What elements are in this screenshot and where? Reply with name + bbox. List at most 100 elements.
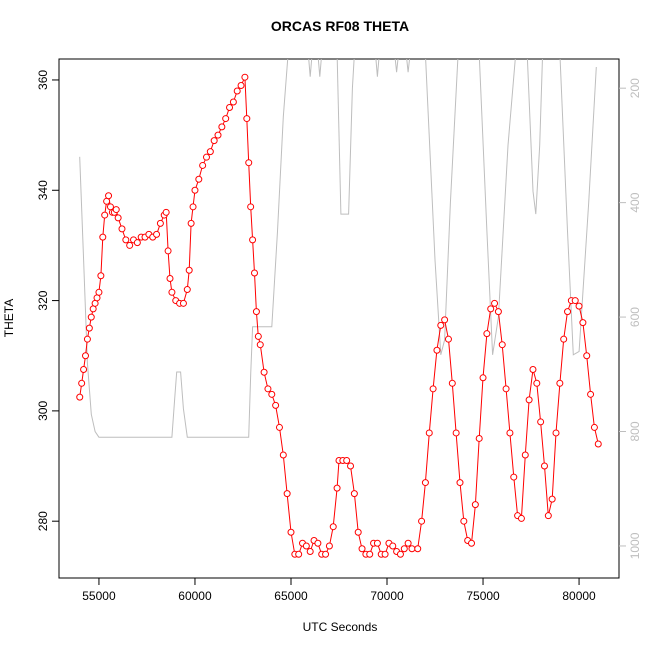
data-point xyxy=(237,81,245,89)
chart-title: ORCAS RF08 THETA xyxy=(271,18,409,34)
data-point xyxy=(448,379,456,387)
data-point xyxy=(408,545,416,553)
data-point xyxy=(275,423,283,431)
data-point xyxy=(525,396,533,404)
data-point xyxy=(76,393,84,401)
y-axis-label: THETA xyxy=(2,299,16,337)
data-point xyxy=(358,545,366,553)
data-point xyxy=(249,236,257,244)
data-point xyxy=(437,321,445,329)
data-point xyxy=(214,131,222,139)
data-point xyxy=(537,418,545,426)
data-point xyxy=(517,514,525,522)
data-point xyxy=(468,539,476,547)
y2-tick-label: 200 xyxy=(628,78,642,98)
data-point xyxy=(164,247,172,255)
data-point xyxy=(583,352,591,360)
data-point xyxy=(97,272,105,280)
x-tick-label: 80000 xyxy=(562,589,596,603)
data-point xyxy=(429,385,437,393)
data-point xyxy=(260,368,268,376)
data-point xyxy=(366,550,374,558)
data-point xyxy=(210,137,218,145)
data-point xyxy=(456,479,464,487)
data-point xyxy=(556,379,564,387)
data-point xyxy=(85,324,93,332)
y2-tick-label: 1000 xyxy=(628,532,642,559)
plot-frame xyxy=(58,58,620,579)
data-point xyxy=(544,512,552,520)
data-point xyxy=(571,297,579,305)
data-point xyxy=(287,528,295,536)
data-point xyxy=(168,288,176,296)
data-point xyxy=(354,528,362,536)
data-point xyxy=(162,208,170,216)
data-point xyxy=(498,341,506,349)
data-point xyxy=(590,423,598,431)
data-point xyxy=(272,401,280,409)
data-point xyxy=(587,390,595,398)
y-tick-label: 340 xyxy=(36,180,50,200)
data-point xyxy=(95,288,103,296)
data-point xyxy=(433,346,441,354)
data-point xyxy=(594,440,602,448)
data-point xyxy=(202,153,210,161)
data-point xyxy=(78,379,86,387)
x-tick-label: 55000 xyxy=(82,589,116,603)
y2-tick-label: 800 xyxy=(628,421,642,441)
data-point xyxy=(99,233,107,241)
data-point xyxy=(322,550,330,558)
data-point xyxy=(421,479,429,487)
x-tick-label: 70000 xyxy=(370,589,404,603)
y2-tick-label: 600 xyxy=(628,307,642,327)
data-point xyxy=(218,123,226,131)
data-point xyxy=(400,545,408,553)
data-point xyxy=(199,161,207,169)
data-point xyxy=(475,434,483,442)
y2-tick-label: 400 xyxy=(628,192,642,212)
x-tick-label: 60000 xyxy=(178,589,212,603)
data-point xyxy=(502,385,510,393)
data-point xyxy=(241,73,249,81)
data-point xyxy=(252,308,260,316)
data-point xyxy=(156,219,164,227)
data-point xyxy=(229,98,237,106)
data-point xyxy=(82,352,90,360)
data-point xyxy=(350,490,358,498)
data-point xyxy=(133,239,141,247)
data-point xyxy=(251,269,259,277)
data-point xyxy=(206,148,214,156)
y-tick-label: 320 xyxy=(36,290,50,310)
data-point xyxy=(381,550,389,558)
data-point xyxy=(179,299,187,307)
data-point xyxy=(122,236,130,244)
data-point xyxy=(247,203,255,211)
data-point xyxy=(540,462,548,470)
data-point xyxy=(333,484,341,492)
data-point xyxy=(245,159,253,167)
data-point xyxy=(279,451,287,459)
data-point xyxy=(243,115,251,123)
pressure-line xyxy=(79,59,597,438)
data-point xyxy=(226,104,234,112)
data-point xyxy=(183,286,191,294)
data-point xyxy=(302,542,310,550)
data-point xyxy=(325,542,333,550)
data-point xyxy=(343,457,351,465)
data-point xyxy=(126,241,134,249)
data-point xyxy=(314,539,322,547)
data-point xyxy=(483,330,491,338)
data-point xyxy=(187,219,195,227)
data-point xyxy=(471,501,479,509)
data-point xyxy=(329,523,337,531)
x-tick-label: 65000 xyxy=(274,589,308,603)
x-axis-label: UTC Seconds xyxy=(303,620,378,634)
data-point xyxy=(491,299,499,307)
data-point xyxy=(414,545,422,553)
data-point xyxy=(479,374,487,382)
data-point xyxy=(487,305,495,313)
data-point xyxy=(560,335,568,343)
data-point xyxy=(521,451,529,459)
data-point xyxy=(189,203,197,211)
